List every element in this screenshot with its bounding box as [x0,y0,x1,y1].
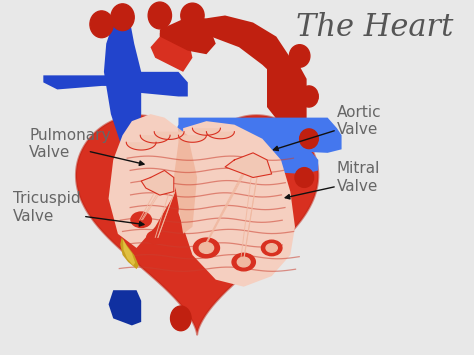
Ellipse shape [111,4,134,31]
Polygon shape [160,16,216,54]
Polygon shape [141,170,174,195]
Circle shape [131,212,151,228]
Ellipse shape [90,11,113,38]
Ellipse shape [300,129,318,149]
Ellipse shape [148,2,172,29]
Polygon shape [179,16,295,82]
Text: The Heart: The Heart [295,12,453,43]
Polygon shape [76,115,318,335]
Polygon shape [192,128,220,135]
Polygon shape [140,135,170,143]
Ellipse shape [290,45,310,67]
Polygon shape [267,58,307,135]
Ellipse shape [295,168,314,187]
Circle shape [147,231,164,244]
Text: Aortic
Valve: Aortic Valve [337,105,382,137]
Polygon shape [123,239,135,266]
Polygon shape [109,290,141,326]
Polygon shape [174,149,318,174]
Polygon shape [179,121,295,287]
Polygon shape [179,135,207,142]
Polygon shape [109,114,183,248]
Polygon shape [151,26,192,72]
Ellipse shape [171,306,191,331]
Polygon shape [225,153,272,178]
Text: Tricuspid
Valve: Tricuspid Valve [13,191,81,224]
Polygon shape [174,118,342,153]
Polygon shape [207,132,234,139]
Polygon shape [154,132,184,140]
Circle shape [232,253,255,271]
Polygon shape [129,72,188,97]
Polygon shape [174,128,197,234]
Circle shape [262,240,282,256]
Text: Pulmonary
Valve: Pulmonary Valve [29,128,111,160]
Polygon shape [43,65,120,89]
Ellipse shape [181,3,204,28]
Circle shape [237,257,250,267]
Polygon shape [120,237,139,269]
Polygon shape [104,19,141,153]
Circle shape [199,242,214,253]
Text: Mitral
Valve: Mitral Valve [337,161,380,194]
Circle shape [193,238,219,258]
Circle shape [266,244,277,252]
Ellipse shape [300,86,318,107]
Polygon shape [126,142,156,150]
